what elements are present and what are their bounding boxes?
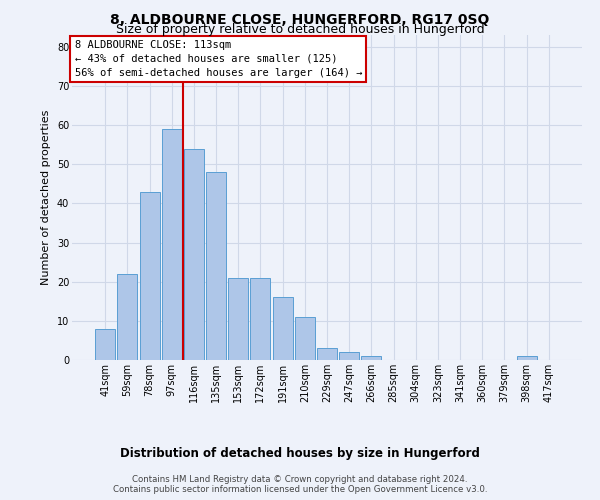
Text: Contains HM Land Registry data © Crown copyright and database right 2024.
Contai: Contains HM Land Registry data © Crown c…	[113, 474, 487, 494]
Text: 8 ALDBOURNE CLOSE: 113sqm
← 43% of detached houses are smaller (125)
56% of semi: 8 ALDBOURNE CLOSE: 113sqm ← 43% of detac…	[74, 40, 362, 78]
Bar	[517, 356, 536, 360]
Bar	[118, 274, 137, 360]
Bar	[295, 317, 315, 360]
Bar	[272, 298, 293, 360]
Bar	[250, 278, 271, 360]
Text: 8, ALDBOURNE CLOSE, HUNGERFORD, RG17 0SQ: 8, ALDBOURNE CLOSE, HUNGERFORD, RG17 0SQ	[110, 12, 490, 26]
Bar	[361, 356, 382, 360]
Text: Distribution of detached houses by size in Hungerford: Distribution of detached houses by size …	[120, 448, 480, 460]
Y-axis label: Number of detached properties: Number of detached properties	[41, 110, 51, 285]
Bar	[317, 348, 337, 360]
Bar	[206, 172, 226, 360]
Bar	[162, 129, 182, 360]
Text: Size of property relative to detached houses in Hungerford: Size of property relative to detached ho…	[116, 22, 484, 36]
Bar	[95, 328, 115, 360]
Bar	[140, 192, 160, 360]
Bar	[228, 278, 248, 360]
Bar	[184, 148, 204, 360]
Bar	[339, 352, 359, 360]
